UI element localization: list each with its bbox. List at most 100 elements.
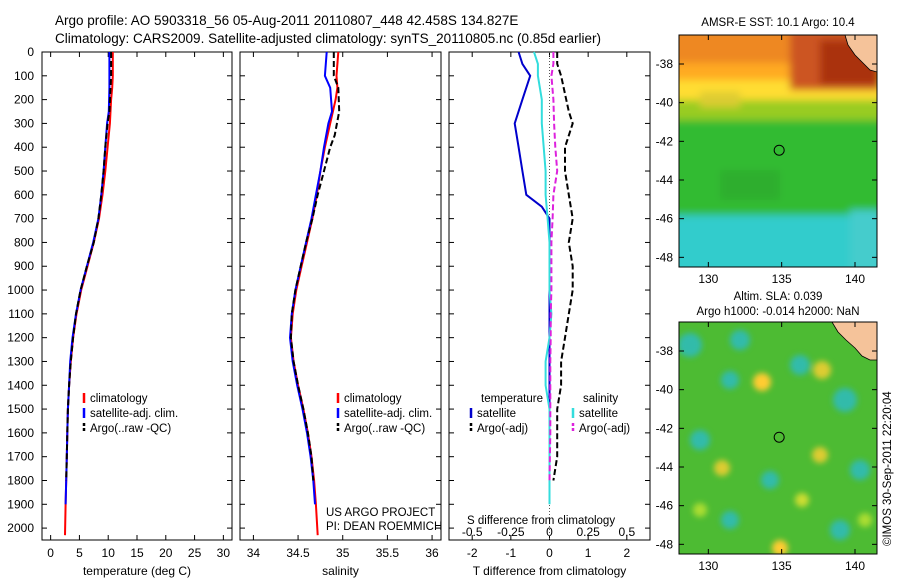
x-tick-label: 35 bbox=[336, 546, 350, 560]
y-tick-label: 1800 bbox=[7, 473, 34, 487]
x-tick-label: 36 bbox=[425, 546, 439, 560]
y-tick-label: 1300 bbox=[7, 354, 34, 368]
sst-map-title: AMSR-E SST: 10.1 Argo: 10.4 bbox=[701, 17, 855, 29]
x-axis-label: T difference from climatology bbox=[473, 564, 627, 578]
x-top-tick-label: 0.25 bbox=[576, 525, 600, 539]
x-tick-label: 15 bbox=[130, 546, 144, 560]
y-tick-label: 1600 bbox=[7, 426, 34, 440]
map-y-tick-label: -46 bbox=[656, 212, 674, 226]
s-difference-label: S difference from climatology bbox=[467, 515, 615, 527]
legend-heading: salinity bbox=[583, 393, 618, 405]
map-x-tick-label: 135 bbox=[772, 559, 792, 573]
series-line-argo-raw-qc bbox=[289, 52, 341, 481]
sla-map-title: Altim. SLA: 0.039 bbox=[734, 291, 823, 303]
y-tick-label: 2000 bbox=[7, 521, 34, 535]
x-top-tick-label: -0.25 bbox=[497, 525, 525, 539]
map-y-tick-label: -38 bbox=[656, 57, 674, 71]
y-tick-label: 1100 bbox=[8, 307, 34, 321]
imos-watermark: ©IMOS 30-Sep-2011 22:20:04 bbox=[882, 391, 894, 546]
legend-label: satellite-adj. clim. bbox=[90, 408, 178, 420]
y-tick-label: 1400 bbox=[7, 378, 34, 392]
x-tick-label: -1 bbox=[506, 546, 517, 560]
y-tick-label: 600 bbox=[14, 188, 34, 202]
series-line-temperature-satellite bbox=[513, 51, 551, 481]
argo-location-marker-sst bbox=[773, 144, 785, 156]
map-y-tick-label: -40 bbox=[656, 96, 674, 110]
map-x-tick-label: 130 bbox=[698, 559, 718, 573]
legend-heading: temperature bbox=[481, 393, 543, 405]
sst-map-axes: 130 135 140 -38 -40 -42 -44 -46 -48 bbox=[656, 35, 877, 286]
map-x-tick-label: 140 bbox=[845, 272, 865, 286]
y-tick-label: 400 bbox=[14, 140, 34, 154]
y-tick-label: 100 bbox=[14, 69, 34, 83]
legend-label: satellite bbox=[477, 408, 516, 420]
x-top-tick-label: 0.5 bbox=[618, 525, 635, 539]
sst-map-frame bbox=[678, 34, 878, 268]
x-axis-label: temperature (deg C) bbox=[83, 564, 191, 578]
y-tick-label: 0 bbox=[27, 45, 34, 59]
x-tick-label: 0 bbox=[546, 546, 553, 560]
map-y-tick-label: -40 bbox=[656, 383, 674, 397]
map-y-tick-label: -42 bbox=[656, 134, 674, 148]
series-line-satellite-adj-clim bbox=[288, 51, 334, 505]
x-top-tick-label: -0.5 bbox=[462, 525, 483, 539]
y-tick-label: 200 bbox=[14, 93, 34, 107]
project-label: US ARGO PROJECT bbox=[326, 507, 435, 519]
legend-label: satellite bbox=[579, 408, 618, 420]
x-axis-label: salinity bbox=[322, 564, 359, 578]
plot-frame bbox=[41, 51, 233, 541]
difference-plot: -2 -1 0 1 2 T difference from climatology -0.5… bbox=[448, 51, 651, 578]
x-tick-label: 25 bbox=[188, 546, 202, 560]
map-y-tick-label: -42 bbox=[656, 421, 674, 435]
temperature-plot: 0 5 10 15 20 25 300100200300400500600700800900… bbox=[7, 45, 233, 578]
map-x-tick-label: 130 bbox=[698, 272, 718, 286]
legend-label: Argo(-adj) bbox=[477, 423, 528, 435]
series-line-satellite-adj-clim bbox=[64, 52, 111, 505]
x-tick-label: 34 bbox=[247, 546, 261, 560]
argo-location-marker-sla bbox=[773, 431, 785, 443]
x-tick-label: -2 bbox=[467, 546, 478, 560]
map-y-tick-label: -46 bbox=[656, 499, 674, 513]
figure-subtitle: Climatology: CARS2009. Satellite-adjuste… bbox=[55, 31, 601, 46]
y-tick-label: 1500 bbox=[7, 402, 34, 416]
x-tick-label: 20 bbox=[159, 546, 173, 560]
x-tick-label: 30 bbox=[217, 546, 231, 560]
y-tick-label: 300 bbox=[14, 116, 34, 130]
sla-map-subtitle: Argo h1000: -0.014 h2000: NaN bbox=[696, 306, 859, 318]
legend-label: climatology bbox=[90, 393, 148, 405]
sla-map-field bbox=[679, 322, 877, 554]
y-tick-label: 1200 bbox=[7, 331, 34, 345]
map-x-tick-label: 140 bbox=[845, 559, 865, 573]
x-tick-label: 34.5 bbox=[286, 546, 310, 560]
series-line-argo-raw-qc bbox=[65, 52, 113, 481]
sla-map-axes: 130 135 140 -38 -40 -42 -44 -46 -48 bbox=[656, 322, 877, 573]
y-tick-label: 500 bbox=[14, 164, 34, 178]
map-y-tick-label: -38 bbox=[656, 344, 674, 358]
series-line-climatology bbox=[289, 51, 340, 536]
y-tick-label: 1700 bbox=[7, 450, 34, 464]
sla-map-frame bbox=[678, 321, 878, 555]
salinity-plot: 34 34.5 35 35.5 36 salinity climatology satelli… bbox=[239, 51, 442, 578]
series-line-salinity-argo-adj bbox=[548, 52, 559, 481]
x-tick-label: 2 bbox=[623, 546, 630, 560]
legend-label: satellite-adj. clim. bbox=[344, 408, 432, 420]
y-tick-label: 900 bbox=[14, 259, 34, 273]
y-tick-label: 1900 bbox=[7, 497, 34, 511]
sst-map: AMSR-E SST: 10.1 Argo: 10.4 130 135 140 -38… bbox=[656, 17, 878, 286]
sst-land bbox=[844, 35, 877, 73]
map-y-tick-label: -48 bbox=[656, 537, 674, 551]
x-tick-label: 1 bbox=[585, 546, 592, 560]
pi-label: PI: DEAN ROEMMICH bbox=[326, 521, 442, 533]
sst-map-field bbox=[679, 35, 877, 267]
legend-label: Argo(..raw -QC) bbox=[90, 423, 171, 435]
series-line-temperature-argo-adj bbox=[552, 52, 574, 481]
y-tick-label: 800 bbox=[14, 235, 34, 249]
x-tick-label: 0 bbox=[47, 546, 54, 560]
legend-label: Argo(..raw -QC) bbox=[344, 423, 425, 435]
y-tick-label: 700 bbox=[14, 212, 34, 226]
y-tick-label: 1000 bbox=[7, 283, 34, 297]
x-tick-label: 10 bbox=[102, 546, 116, 560]
map-y-tick-label: -48 bbox=[656, 250, 674, 264]
x-tick-label: 35.5 bbox=[376, 546, 400, 560]
